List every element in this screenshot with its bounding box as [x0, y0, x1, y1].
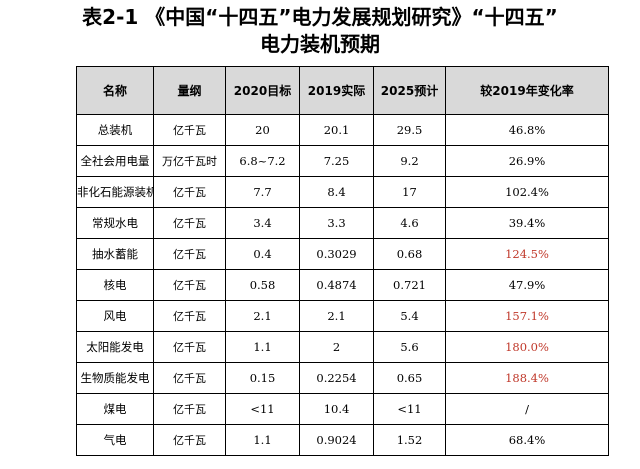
cell-change-rate: / — [445, 393, 609, 425]
cell-name: 非化石能源装机 — [76, 176, 154, 208]
cell-unit: 亿千瓦 — [153, 424, 226, 456]
cell-change-rate: 68.4% — [445, 424, 609, 456]
cell-2025-forecast: 17 — [373, 176, 446, 208]
cell-2025-forecast: 0.65 — [373, 362, 446, 394]
cell-2019-actual: 0.9024 — [299, 424, 374, 456]
cell-2019-actual: 7.25 — [299, 145, 374, 177]
table-title-line-2: 电力装机预期 — [260, 32, 380, 56]
cell-unit: 亿千瓦 — [153, 393, 226, 425]
table-row: 总装机 亿千瓦 20 20.1 29.5 46.8% — [76, 114, 609, 146]
table-row: 风电 亿千瓦 2.1 2.1 5.4 157.1% — [76, 300, 609, 332]
cell-unit: 亿千瓦 — [153, 176, 226, 208]
cell-2025-forecast: <11 — [373, 393, 446, 425]
cell-2020-target: 0.4 — [225, 238, 300, 270]
table-row: 全社会用电量 万亿千瓦时 6.8~7.2 7.25 9.2 26.9% — [76, 145, 609, 177]
cell-change-rate: 188.4% — [445, 362, 609, 394]
cell-unit: 亿千瓦 — [153, 362, 226, 394]
table-row: 太阳能发电 亿千瓦 1.1 2 5.6 180.0% — [76, 331, 609, 363]
cell-2020-target: 1.1 — [225, 331, 300, 363]
cell-name: 全社会用电量 — [76, 145, 154, 177]
header-name: 名称 — [76, 66, 154, 115]
cell-2020-target: 7.7 — [225, 176, 300, 208]
cell-unit: 亿千瓦 — [153, 238, 226, 270]
cell-2025-forecast: 1.52 — [373, 424, 446, 456]
cell-unit: 亿千瓦 — [153, 207, 226, 239]
cell-change-rate: 102.4% — [445, 176, 609, 208]
cell-2020-target: 2.1 — [225, 300, 300, 332]
cell-2025-forecast: 4.6 — [373, 207, 446, 239]
cell-change-rate: 26.9% — [445, 145, 609, 177]
cell-2025-forecast: 29.5 — [373, 114, 446, 146]
cell-unit: 亿千瓦 — [153, 331, 226, 363]
cell-name: 抽水蓄能 — [76, 238, 154, 270]
cell-name: 煤电 — [76, 393, 154, 425]
cell-change-rate: 180.0% — [445, 331, 609, 363]
cell-name: 常规水电 — [76, 207, 154, 239]
cell-2019-actual: 0.3029 — [299, 238, 374, 270]
header-2019-actual: 2019实际 — [299, 66, 374, 115]
table-row: 煤电 亿千瓦 <11 10.4 <11/ — [76, 393, 609, 425]
header-change-rate: 较2019年变化率 — [445, 66, 609, 115]
cell-2025-forecast: 0.721 — [373, 269, 446, 301]
table-row: 生物质能发电 亿千瓦 0.15 0.2254 0.65 188.4% — [76, 362, 609, 394]
cell-2019-actual: 0.4874 — [299, 269, 374, 301]
header-2020-target: 2020目标 — [225, 66, 300, 115]
cell-name: 太阳能发电 — [76, 331, 154, 363]
cell-unit: 亿千瓦 — [153, 269, 226, 301]
table-row: 气电 亿千瓦 1.1 0.9024 1.52 68.4% — [76, 424, 609, 456]
cell-2025-forecast: 5.6 — [373, 331, 446, 363]
cell-2025-forecast: 9.2 — [373, 145, 446, 177]
table-row: 抽水蓄能 亿千瓦 0.4 0.3029 0.68 124.5% — [76, 238, 609, 270]
capacity-table: 名称 量纲 2020目标 2019实际 2025预计 较2019年变化率 总装机… — [76, 66, 609, 456]
cell-2020-target: <11 — [225, 393, 300, 425]
cell-2019-actual: 0.2254 — [299, 362, 374, 394]
cell-2020-target: 20 — [225, 114, 300, 146]
cell-2020-target: 6.8~7.2 — [225, 145, 300, 177]
cell-change-rate: 47.9% — [445, 269, 609, 301]
cell-name: 生物质能发电 — [76, 362, 154, 394]
cell-name: 气电 — [76, 424, 154, 456]
table-title: 表2-1 《中国“十四五”电力发展规划研究》“十四五” 电力装机预期 — [0, 4, 640, 58]
cell-2020-target: 3.4 — [225, 207, 300, 239]
table-header-row: 名称 量纲 2020目标 2019实际 2025预计 较2019年变化率 — [76, 66, 609, 115]
table-row: 常规水电 亿千瓦 3.4 3.3 4.6 39.4% — [76, 207, 609, 239]
cell-change-rate: 124.5% — [445, 238, 609, 270]
cell-unit: 亿千瓦 — [153, 114, 226, 146]
cell-change-rate: 46.8% — [445, 114, 609, 146]
cell-2020-target: 0.15 — [225, 362, 300, 394]
cell-unit: 万亿千瓦时 — [153, 145, 226, 177]
cell-name: 核电 — [76, 269, 154, 301]
cell-unit: 亿千瓦 — [153, 300, 226, 332]
table-row: 核电 亿千瓦 0.58 0.4874 0.721 47.9% — [76, 269, 609, 301]
header-2025-forecast: 2025预计 — [373, 66, 446, 115]
cell-2019-actual: 3.3 — [299, 207, 374, 239]
table-title-line-1: 表2-1 《中国“十四五”电力发展规划研究》“十四五” — [82, 5, 558, 29]
cell-2019-actual: 8.4 — [299, 176, 374, 208]
cell-2020-target: 1.1 — [225, 424, 300, 456]
table-body: 总装机 亿千瓦 20 20.1 29.5 46.8% 全社会用电量 万亿千瓦时 6.8~7.2 7… — [76, 114, 609, 456]
cell-2020-target: 0.58 — [225, 269, 300, 301]
cell-change-rate: 39.4% — [445, 207, 609, 239]
cell-2019-actual: 2 — [299, 331, 374, 363]
header-unit: 量纲 — [153, 66, 226, 115]
table-row: 非化石能源装机 亿千瓦 7.7 8.4 17 102.4% — [76, 176, 609, 208]
cell-2019-actual: 20.1 — [299, 114, 374, 146]
cell-2025-forecast: 5.4 — [373, 300, 446, 332]
cell-2019-actual: 2.1 — [299, 300, 374, 332]
cell-change-rate: 157.1% — [445, 300, 609, 332]
cell-name: 总装机 — [76, 114, 154, 146]
cell-name: 风电 — [76, 300, 154, 332]
cell-2019-actual: 10.4 — [299, 393, 374, 425]
cell-2025-forecast: 0.68 — [373, 238, 446, 270]
